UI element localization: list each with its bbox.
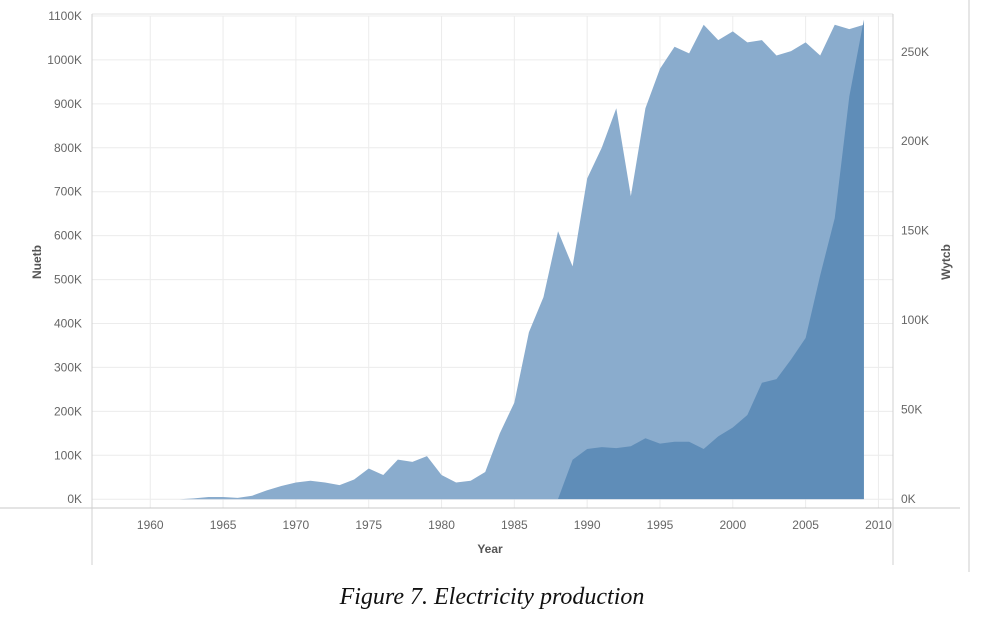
- series-area-nuetb: [150, 24, 864, 500]
- x-tick-label: 1995: [647, 518, 674, 532]
- y-tick-label: 200K: [54, 404, 82, 418]
- y2-tick-label: 250K: [901, 45, 929, 59]
- y2-tick-label: 0K: [901, 492, 916, 506]
- y-tick-label: 100K: [54, 448, 82, 462]
- tick-labels: 1960 1965 1970 1975 1980 1985 1990 1995 2000 2005…: [47, 9, 929, 532]
- y-axis-title: Nuetb: [30, 245, 44, 279]
- y2-axis-title: Wytcb: [939, 244, 953, 280]
- x-tick-label: 1980: [428, 518, 455, 532]
- x-tick-label: 1990: [574, 518, 601, 532]
- y-tick-label: 500K: [54, 273, 82, 287]
- x-axis-title: Year: [477, 542, 503, 556]
- y-tick-label: 600K: [54, 229, 82, 243]
- y2-tick-label: 150K: [901, 224, 929, 238]
- figure-caption: Figure 7. Electricity production: [339, 584, 645, 610]
- x-tick-label: 2005: [792, 518, 819, 532]
- x-tick-label: 1960: [137, 518, 164, 532]
- x-tick-label: 1975: [355, 518, 382, 532]
- y-tick-label: 700K: [54, 185, 82, 199]
- x-tick-label: 1970: [283, 518, 310, 532]
- y-tick-label: 800K: [54, 141, 82, 155]
- y2-tick-label: 100K: [901, 313, 929, 327]
- series-layer: [150, 19, 864, 500]
- y2-tick-label: 50K: [901, 403, 922, 417]
- y-tick-label: 1100K: [48, 9, 82, 23]
- x-tick-label: 2010: [865, 518, 892, 532]
- y-tick-label: 0K: [67, 492, 82, 506]
- x-tick-label: 1965: [210, 518, 237, 532]
- x-tick-label: 2000: [719, 518, 746, 532]
- y-tick-label: 300K: [54, 360, 82, 374]
- y2-tick-label: 200K: [901, 134, 929, 148]
- plot-frame: [0, 0, 970, 572]
- y-tick-label: 900K: [54, 97, 82, 111]
- area-chart: 1960 1965 1970 1975 1980 1985 1990 1995 2000 2005…: [0, 0, 970, 572]
- y-tick-label: 400K: [54, 317, 82, 331]
- y-tick-label: 1000K: [47, 53, 82, 67]
- x-tick-label: 1985: [501, 518, 528, 532]
- series-area-wytcb: [558, 19, 864, 500]
